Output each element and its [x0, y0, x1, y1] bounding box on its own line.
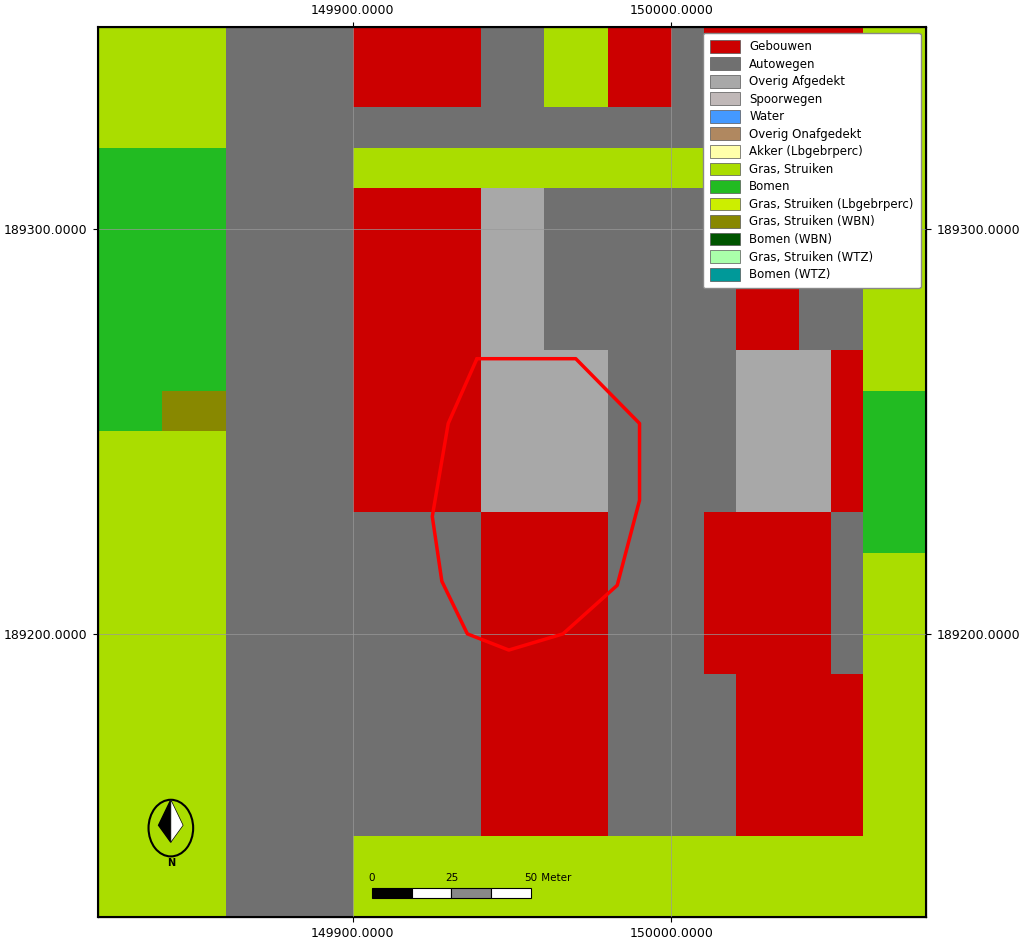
Text: N: N [167, 858, 175, 868]
Bar [372, 887, 412, 898]
Text: 25: 25 [444, 872, 458, 883]
Polygon shape [159, 800, 171, 842]
Text: 0: 0 [369, 872, 375, 883]
Text: 50: 50 [524, 872, 538, 883]
Bar [452, 887, 492, 898]
Bar [412, 887, 452, 898]
Text: Meter: Meter [538, 872, 571, 883]
Bar [492, 887, 531, 898]
Legend: Gebouwen, Autowegen, Overig Afgedekt, Spoorwegen, Water, Overig Onafgedekt, Akke: Gebouwen, Autowegen, Overig Afgedekt, Sp… [703, 33, 921, 288]
Polygon shape [171, 800, 183, 842]
